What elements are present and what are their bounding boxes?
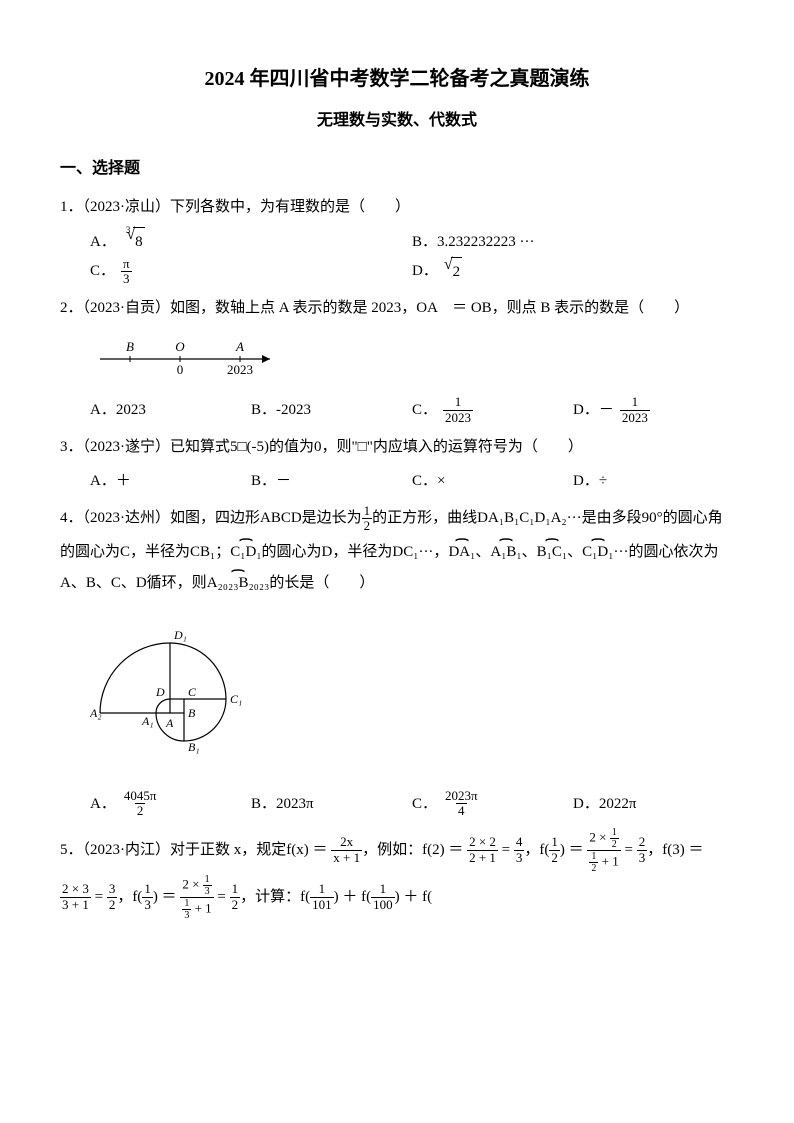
fraction-icon: 12 [362, 504, 373, 534]
q3-options: A．＋ B．－ C．× D．÷ [90, 467, 734, 496]
svg-text:B: B [126, 339, 134, 354]
fraction-icon: 13 [142, 882, 153, 912]
opt-label: C． [412, 790, 437, 819]
doc-title: 2024 年四川省中考数学二轮备考之真题演练 [60, 60, 734, 98]
q4-option-d: D．2022π [573, 789, 734, 819]
fraction-icon: 1100 [371, 882, 395, 912]
q1-options: A． 3 √8 B．3.232232223 ··· C． π 3 D． √2 [90, 227, 734, 286]
q1-option-d: D． √2 [412, 257, 734, 287]
q2-options: A．2023 B．-2023 C． 1 2023 D．－ 1 2023 [90, 395, 734, 425]
svg-text:A₁: A₁ [141, 714, 154, 728]
svg-text:D₁: D₁ [173, 628, 187, 642]
q4-option-b: B．2023π [251, 789, 412, 819]
q3-option-d: D．÷ [573, 467, 734, 496]
svg-text:O: O [175, 339, 185, 354]
fraction-icon: 1 2023 [620, 395, 650, 425]
arc-icon: A₂₀₂₃B₂₀₂₃ [207, 565, 270, 597]
fraction-icon: 23 [637, 835, 648, 865]
opt-label: C． [412, 396, 437, 425]
opt-label: D．－ [573, 396, 614, 425]
opt-label: D． [412, 257, 438, 286]
svg-text:2023: 2023 [227, 362, 253, 377]
fraction-icon: 32 [107, 882, 118, 912]
q1-option-a: A． 3 √8 [90, 227, 412, 257]
opt-label: A． [90, 790, 116, 819]
q1-option-c: C． π 3 [90, 257, 412, 287]
fraction-icon: 12 [230, 882, 241, 912]
q4-option-a: A． 4045π 2 [90, 789, 251, 819]
q2-option-c: C． 1 2023 [412, 395, 573, 425]
fraction-icon: 2023π 4 [443, 789, 480, 819]
arc-icon: B₁C₁ [537, 534, 567, 566]
q3-stem: 3．（2023·遂宁）已知算式5□(-5)的值为0，则"□"内应填入的运算符号为… [60, 433, 734, 462]
q4-stem: 4．（2023·达州）如图，四边形ABCD是边长为12的正方形，曲线DA₁B₁C… [60, 504, 734, 597]
svg-text:A: A [235, 339, 244, 354]
svg-text:B: B [188, 706, 196, 720]
svg-text:A₂: A₂ [90, 706, 102, 720]
fraction-icon: 43 [514, 835, 525, 865]
svg-text:B₁: B₁ [188, 740, 200, 754]
q1-stem: 1．（2023·凉山）下列各数中，为有理数的是（ ） [60, 193, 734, 222]
svg-text:A: A [165, 716, 174, 730]
fraction-icon: 1 2023 [443, 395, 473, 425]
arc-icon: C₁D₁ [582, 534, 613, 566]
opt-label: C． [90, 257, 115, 286]
sqrt-icon: √2 [444, 257, 462, 287]
q4-diagram: D₁ D C C₁ A₂ A₁ A B B₁ [90, 603, 734, 784]
q3-option-a: A．＋ [90, 467, 251, 496]
svg-text:C₁: C₁ [230, 692, 242, 706]
fraction-icon: 2 × 1212 + 1 [587, 827, 620, 874]
fraction-icon: π 3 [121, 257, 132, 287]
q2-option-d: D．－ 1 2023 [573, 395, 734, 425]
q4-options: A． 4045π 2 B．2023π C． 2023π 4 D．2022π [90, 789, 734, 819]
fraction-icon: 12 [549, 835, 560, 865]
q4-option-c: C． 2023π 4 [412, 789, 573, 819]
q5-stem: 5．（2023·内江）对于正数 x，规定f(x) ＝ 2xx + 1，例如：f(… [60, 827, 734, 921]
svg-text:C: C [188, 685, 197, 699]
arc-icon: A₁B₁ [490, 534, 521, 566]
cube-root-icon: 3 √8 [122, 227, 145, 257]
fraction-icon: 2 × 22 + 1 [467, 835, 498, 865]
q3-option-b: B．－ [251, 467, 412, 496]
fraction-icon: 2xx + 1 [331, 835, 362, 865]
q2-stem: 2．（2023·自贡）如图，数轴上点 A 表示的数是 2023，OA ＝ OB，… [60, 294, 734, 323]
svg-text:D: D [155, 685, 165, 699]
doc-subtitle: 无理数与实数、代数式 [60, 106, 734, 136]
fraction-icon: 1101 [310, 882, 334, 912]
fraction-icon: 4045π 2 [122, 789, 159, 819]
opt-label: A． [90, 228, 116, 257]
fraction-icon: 2 × 33 + 1 [60, 882, 91, 912]
section-heading: 一、选择题 [60, 154, 734, 184]
arc-icon: DA₁ [448, 534, 475, 566]
fraction-icon: 2 × 1313 + 1 [180, 874, 213, 921]
q2-option-a: A．2023 [90, 395, 251, 425]
q1-option-b: B．3.232232223 ··· [412, 227, 734, 257]
svg-text:0: 0 [177, 362, 184, 377]
q2-diagram: B O A 0 2023 [90, 329, 734, 390]
q2-option-b: B．-2023 [251, 395, 412, 425]
q3-option-c: C．× [412, 467, 573, 496]
